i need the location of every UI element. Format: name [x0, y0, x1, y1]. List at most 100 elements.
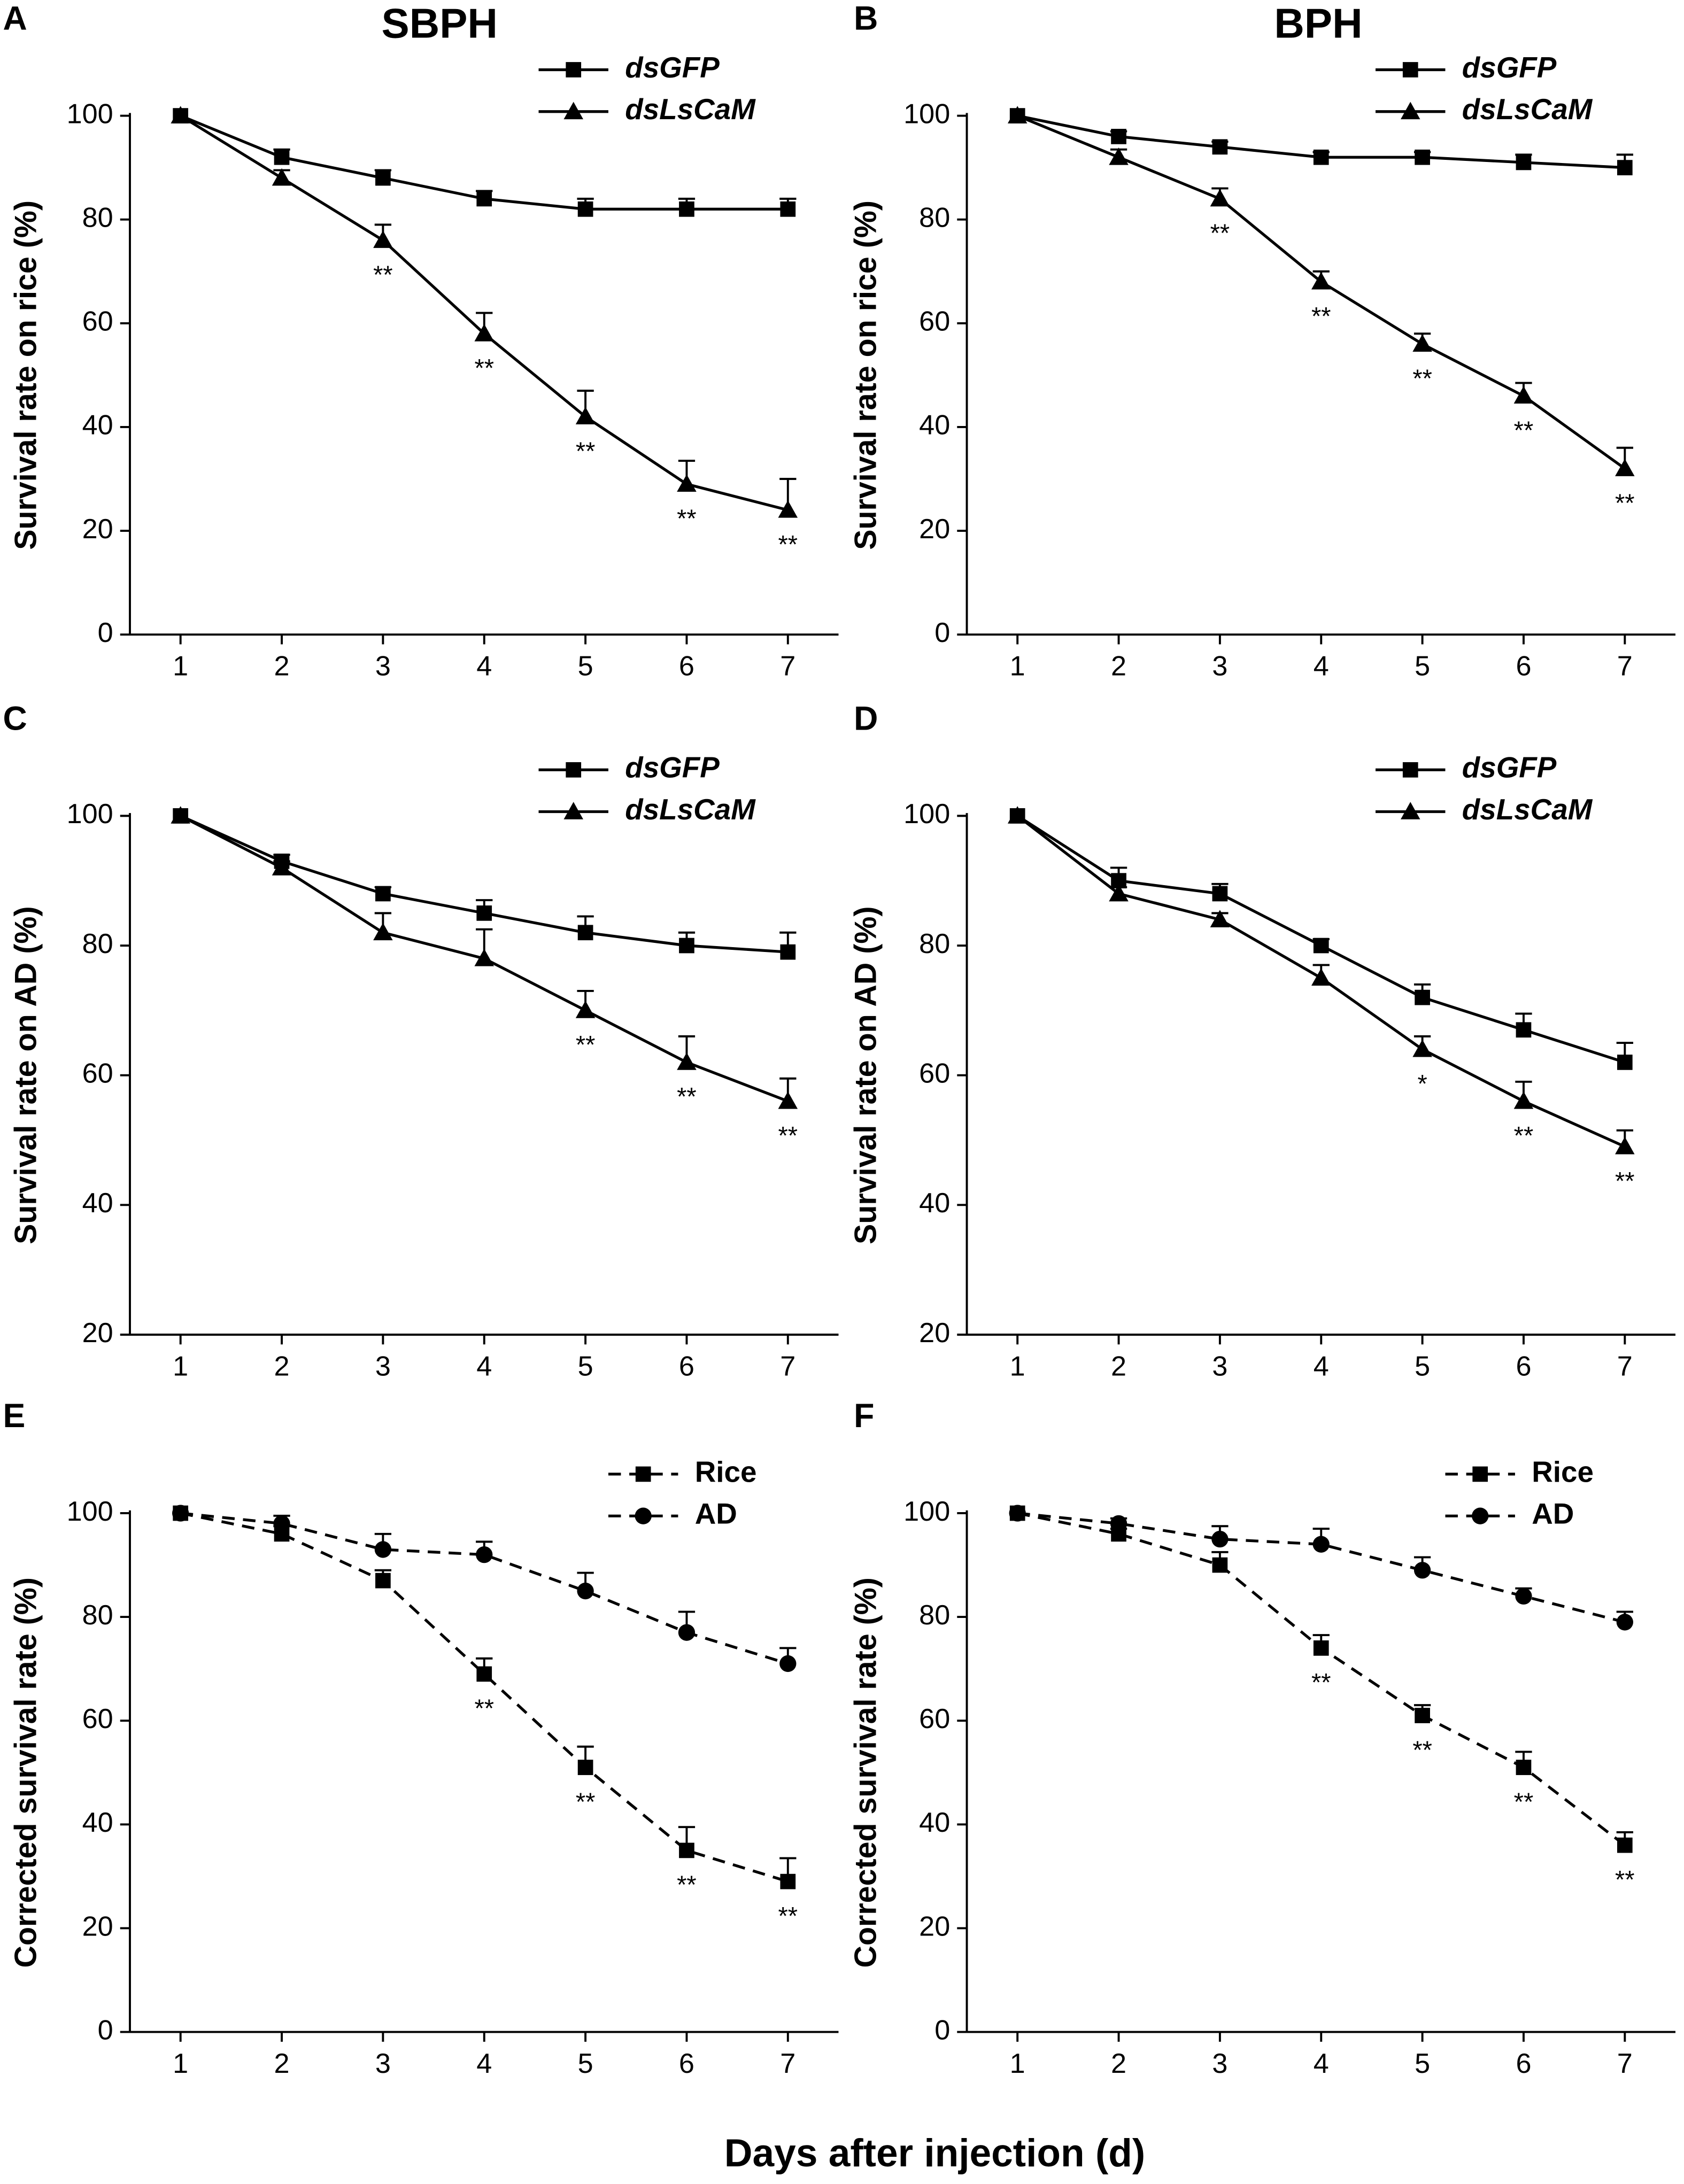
- panel-letter: B: [854, 0, 878, 37]
- x-axis-label: Days after injection (d): [724, 2132, 1145, 2175]
- marker: [1313, 938, 1329, 954]
- marker: [1312, 1536, 1330, 1553]
- legend-label: dsLsCaM: [625, 92, 756, 126]
- marker: [1516, 1022, 1532, 1038]
- marker: [374, 1541, 392, 1558]
- marker: [577, 925, 593, 941]
- marker: [635, 1466, 651, 1482]
- x-tick-label: 4: [476, 2048, 492, 2079]
- marker: [779, 1655, 797, 1672]
- marker: [1009, 1505, 1026, 1522]
- x-tick-label: 3: [375, 2048, 391, 2079]
- significance-label: *: [1417, 1069, 1427, 1097]
- marker: [474, 949, 495, 966]
- marker: [1615, 459, 1635, 476]
- panel-title: SBPH: [382, 0, 498, 47]
- x-tick-label: 6: [679, 2048, 694, 2079]
- y-tick-label: 80: [82, 928, 113, 959]
- x-tick-label: 3: [375, 1351, 391, 1382]
- y-tick-label: 80: [919, 928, 950, 959]
- marker: [476, 191, 492, 207]
- x-tick-label: 4: [476, 651, 492, 682]
- panel-letter: F: [854, 1397, 874, 1435]
- x-tick-label: 4: [1314, 2048, 1329, 2079]
- marker: [780, 944, 796, 960]
- marker: [677, 474, 697, 492]
- y-tick-label: 20: [919, 1911, 950, 1942]
- y-tick-label: 20: [919, 1318, 950, 1349]
- y-tick-label: 40: [919, 410, 950, 441]
- marker: [1400, 102, 1420, 120]
- marker: [273, 1515, 290, 1532]
- marker: [1311, 272, 1331, 290]
- x-tick-label: 5: [1415, 1351, 1430, 1382]
- y-tick-label: 0: [98, 2015, 113, 2046]
- x-tick-label: 2: [274, 1351, 290, 1382]
- x-tick-label: 4: [1314, 1351, 1329, 1382]
- y-tick-label: 60: [919, 1058, 950, 1089]
- marker: [1615, 1136, 1635, 1155]
- marker: [373, 923, 393, 941]
- y-tick-label: 60: [82, 1058, 113, 1089]
- panel-letter: E: [3, 1397, 26, 1435]
- significance-label: **: [1615, 489, 1635, 517]
- significance-label: **: [677, 1082, 697, 1111]
- x-tick-label: 2: [274, 2048, 290, 2079]
- marker: [679, 1842, 694, 1858]
- y-axis-label: Corrected survival rate (%): [848, 1577, 883, 1968]
- y-tick-label: 40: [82, 1188, 113, 1219]
- y-axis-label: Survival rate on AD (%): [848, 906, 883, 1244]
- y-tick-label: 100: [67, 799, 113, 830]
- marker: [635, 1507, 652, 1524]
- legend-label: dsLsCaM: [1462, 92, 1593, 126]
- y-tick-label: 0: [934, 617, 950, 648]
- x-tick-label: 7: [1617, 2048, 1633, 2079]
- x-tick-label: 5: [1415, 2048, 1430, 2079]
- marker: [1516, 1760, 1532, 1775]
- marker: [476, 905, 492, 921]
- marker: [375, 886, 391, 902]
- marker: [679, 938, 694, 954]
- marker: [1516, 154, 1532, 171]
- significance-label: **: [1311, 1668, 1331, 1697]
- x-tick-label: 1: [173, 1351, 188, 1382]
- marker: [1109, 884, 1129, 902]
- legend-label: dsGFP: [1462, 751, 1557, 784]
- legend-label: Rice: [1532, 1455, 1594, 1488]
- marker: [1111, 129, 1126, 144]
- significance-label: **: [1615, 1865, 1635, 1893]
- y-tick-label: 40: [919, 1807, 950, 1838]
- legend-label: dsGFP: [625, 751, 720, 784]
- marker: [1007, 106, 1028, 123]
- marker: [1616, 1614, 1633, 1631]
- y-tick-label: 80: [82, 202, 113, 233]
- x-tick-label: 1: [173, 2048, 188, 2079]
- marker: [577, 1582, 594, 1600]
- panel-letter: C: [3, 700, 27, 738]
- x-tick-label: 3: [1212, 651, 1227, 682]
- x-tick-label: 2: [1111, 1351, 1126, 1382]
- marker: [577, 201, 593, 217]
- x-tick-label: 6: [679, 651, 694, 682]
- marker: [1212, 886, 1228, 902]
- marker: [1617, 160, 1633, 175]
- y-tick-label: 60: [82, 1703, 113, 1734]
- marker: [1313, 149, 1329, 165]
- significance-label: **: [677, 504, 697, 532]
- y-tick-label: 60: [919, 306, 950, 337]
- legend-label: dsGFP: [625, 51, 720, 84]
- significance-label: **: [474, 353, 494, 382]
- x-tick-label: 6: [679, 1351, 694, 1382]
- y-tick-label: 100: [903, 1496, 950, 1527]
- significance-label: **: [576, 1787, 596, 1816]
- y-tick-label: 40: [82, 1807, 113, 1838]
- x-tick-label: 2: [1111, 2048, 1126, 2079]
- marker: [577, 1760, 593, 1775]
- y-tick-label: 60: [82, 306, 113, 337]
- marker: [171, 806, 190, 824]
- x-tick-label: 4: [476, 1351, 492, 1382]
- marker: [1513, 386, 1534, 404]
- marker: [778, 500, 798, 518]
